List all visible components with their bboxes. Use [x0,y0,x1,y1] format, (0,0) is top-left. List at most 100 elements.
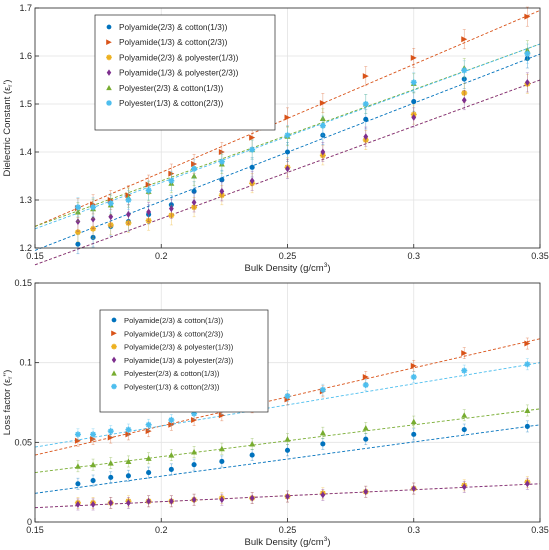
legend-item: Polyamide(2/3) & cotton(1/3)) [111,316,224,325]
data-point [145,428,152,435]
data-point [191,448,198,455]
data-point [461,96,467,104]
data-point [107,428,114,435]
x-tick-label: 0.3 [407,525,420,535]
data-point [249,177,255,185]
data-point [362,101,369,107]
legend-marker [106,54,112,61]
data-point [145,421,152,428]
data-point [107,200,114,207]
legend-label: Polyamide(1/3) & cotton(2/3)) [119,37,228,47]
x-tick-label: 0.15 [26,525,44,535]
x-axis-title-sup: 3 [324,536,328,543]
y-axis-title: Loss factor (εr'') [2,370,14,435]
data-point [125,197,132,203]
data-point [410,418,417,425]
x-tick-label: 0.25 [279,525,297,535]
legend-item: Polyamide(2/3) & polyester(1/3)) [106,52,239,62]
y-tick-label: 1.2 [19,243,32,253]
data-point [145,455,152,461]
series-3 [75,72,530,232]
data-point [219,458,225,465]
series-3 [75,477,530,511]
data-point [320,491,326,499]
data-point [219,496,225,504]
legend-label: Polyester(1/3) & cotton(2/3)) [124,383,220,392]
data-point [249,452,255,458]
data-point [461,350,468,357]
x-axis-title-main: Bulk Density (g/cm [245,263,324,274]
data-point [74,229,81,236]
data-point [125,473,131,479]
legend-item: Polyamide(1/3) & polyester(2/3)) [111,356,234,365]
data-point [461,427,467,433]
data-point [363,488,369,496]
data-point [146,208,152,216]
data-point [75,481,81,487]
legend-label: Polyester(2/3) & cotton(1/3)) [124,369,220,378]
data-point [249,494,255,502]
data-point [524,78,530,86]
x-tick-label: 0.3 [407,251,420,261]
data-point [249,146,256,153]
y-axis-title-end: '') [2,370,13,377]
legend-label: Polyamide(2/3) & polyester(1/3)) [124,343,234,352]
series-5 [74,43,531,218]
x-tick-label: 0.2 [155,525,168,535]
data-point [285,165,290,173]
data-point [524,361,531,368]
legend-marker [111,383,117,390]
data-point [168,466,174,472]
data-point [362,374,369,381]
data-point [410,362,417,369]
legend-label: Polyamide(1/3) & polyester(2/3)) [124,356,234,365]
x-axis-title-main: Bulk Density (g/cm [245,537,324,548]
data-point [284,436,291,442]
data-point [74,437,81,444]
data-point [146,497,152,505]
data-point [461,67,468,74]
loss-factor-chart: 0.15 0.2 0.25 0.3 0.35 0 0.05 0.1 0.15 Bulk Densi… [2,278,549,548]
x-tick-label: 0.25 [279,251,297,261]
data-point [90,215,96,223]
data-point [362,381,369,388]
legend-marker [111,317,117,323]
data-point [145,187,152,194]
data-point [363,133,369,141]
legend-marker [106,24,112,30]
data-point [218,412,225,419]
legend-item: Polyamide(1/3) & cotton(2/3)) [106,37,228,47]
data-point [524,340,531,347]
x-tick-label: 0.2 [155,251,168,261]
data-point [249,134,256,141]
legend-marker [111,343,117,350]
data-point [218,445,225,452]
x-axis-title: Bulk Density (g/cm3) [245,262,331,274]
legend-label: Polyester(1/3) & cotton(2/3)) [119,98,223,108]
data-point [319,429,326,436]
data-point [411,431,417,437]
data-point [90,478,96,484]
legend-item: Polyester(1/3) & cotton(2/3)) [106,98,223,108]
data-point [108,499,114,507]
y-tick-label: 0.15 [14,278,32,288]
data-point [319,122,326,129]
data-point [319,100,326,107]
data-point [249,440,256,447]
series-0 [75,420,530,490]
legend-label: Polyester(2/3) & cotton(1/3)) [119,83,223,93]
legend-item: Polyester(2/3) & cotton(1/3)) [111,369,220,378]
data-point [362,73,369,80]
data-point [219,187,225,195]
legend-box [94,14,276,131]
x-axis-title-sup: 3 [324,262,328,269]
dielectric-constant-chart: 0.15 0.2 0.25 0.3 0.35 1.2 1.3 1.4 1.5 1.6 1.7 Bulk… [2,3,549,274]
data-point [74,431,81,438]
data-point [284,114,291,121]
data-point [75,501,81,508]
y-tick-label: 0.1 [19,358,32,368]
legend-label: Polyamide(2/3) & cotton(1/3)) [124,316,224,325]
data-point [191,165,198,172]
data-point [168,497,174,505]
